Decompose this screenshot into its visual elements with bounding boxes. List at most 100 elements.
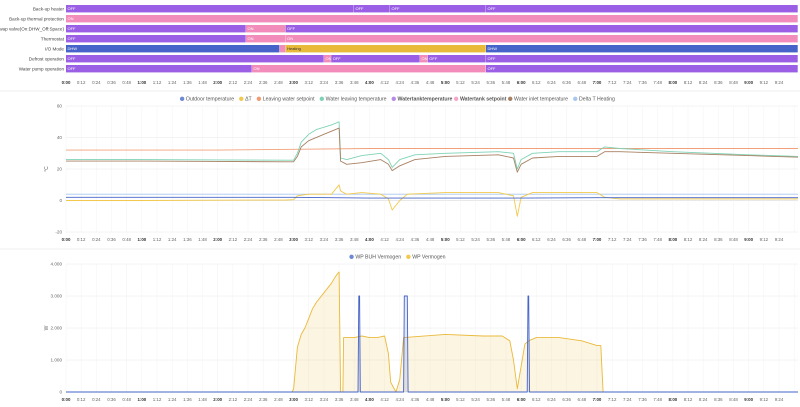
- y-tick-label: 1.000: [51, 358, 63, 363]
- legend-item-delta-t-heating[interactable]: Delta T Heating: [579, 97, 615, 103]
- timeline-segment-on[interactable]: [420, 55, 428, 63]
- y-tick-label: 60: [57, 104, 63, 109]
- timeline-segment-dhw[interactable]: [486, 45, 798, 53]
- legend-item-watertanktemperature[interactable]: Watertanktemperature: [398, 97, 453, 103]
- y-tick-label: 2.000: [51, 326, 63, 331]
- timeline-segment-label: OFF: [392, 6, 401, 11]
- legend-swatch-wp-buh-vermogen[interactable]: [349, 254, 354, 259]
- timeline-segment-off[interactable]: [66, 25, 246, 33]
- timeline-segment-off[interactable]: [427, 55, 486, 63]
- timeline-segment-on[interactable]: [324, 55, 331, 63]
- timeline-segment-on[interactable]: [246, 25, 286, 33]
- time-tick-label: 3:48: [350, 80, 359, 85]
- legend-swatch-wp-vermogen[interactable]: [406, 254, 411, 259]
- timeline-segment-label: ON: [287, 36, 293, 41]
- timeline-segment-dhw[interactable]: [66, 45, 280, 53]
- legend-item-watertank-setpoint[interactable]: Watertank setpoint: [460, 97, 507, 103]
- time-tick-label: 7:12: [608, 237, 617, 242]
- timeline-segment-off[interactable]: [486, 5, 798, 13]
- timeline-segment-off[interactable]: [66, 65, 252, 73]
- legend-swatch-t[interactable]: [239, 96, 244, 101]
- power-chart-card: WP BUH Vermogen WP Vermogen 4.000 3.000 2.00…: [0, 250, 800, 407]
- series-line-water-leaving-temperature[interactable]: [66, 121, 799, 170]
- legend-item-outdoor-temperature[interactable]: Outdoor temperature: [186, 97, 234, 103]
- time-tick-label: 0:36: [107, 397, 116, 402]
- timeline-segment-label: ON: [248, 26, 254, 31]
- series-line-water-inlet-temperature[interactable]: [66, 127, 799, 173]
- temperature-chart: Outdoor temperature ΔT Leaving water setpo…: [44, 96, 799, 242]
- series-line-wp-buh-vermogen[interactable]: [66, 295, 798, 393]
- series-line-outdoor-temperature[interactable]: [66, 196, 798, 199]
- legend-swatch-delta-t-heating[interactable]: [573, 96, 578, 101]
- time-tick-label: 1:36: [183, 80, 192, 85]
- timeline-segment-on[interactable]: [246, 35, 286, 43]
- time-tick-label: 0:36: [107, 237, 116, 242]
- time-tick-label: 6:36: [562, 397, 571, 402]
- timeline-segment-label: ON: [248, 36, 254, 41]
- timeline-row-label: Back-up thermal protection: [9, 16, 64, 21]
- time-tick-label: 6:24: [547, 397, 556, 402]
- timeline-segment-label: DHW: [68, 46, 78, 51]
- time-tick-label: 0:24: [92, 397, 101, 402]
- time-tick-label: 7:24: [623, 397, 632, 402]
- time-tick-label: 5:24: [471, 397, 480, 402]
- legend-swatch-leaving-water-setpoint[interactable]: [256, 96, 262, 101]
- time-tick-label: 4:36: [411, 397, 420, 402]
- time-tick-label: 7:00: [593, 80, 602, 85]
- legend-swatch-water-inlet-temperature[interactable]: [508, 96, 513, 101]
- timeline-segment-on[interactable]: [66, 15, 798, 23]
- legend-item-t[interactable]: ΔT: [245, 97, 252, 103]
- timeline-segment-off[interactable]: [486, 65, 798, 73]
- legend-swatch-watertanktemperature[interactable]: [391, 96, 396, 101]
- state-timeline-card: Back-up heater OFF OFF OFF OFF Back-up therma…: [0, 0, 800, 90]
- time-tick-label: 8:12: [684, 237, 693, 242]
- timeline-segment-label: OFF: [333, 56, 342, 61]
- timeline-segment-heating[interactable]: [285, 45, 486, 53]
- time-tick-label: 4:24: [395, 80, 404, 85]
- timeline-segment-off[interactable]: [66, 5, 354, 13]
- time-tick-label: 5:24: [471, 80, 480, 85]
- time-tick-label: 6:48: [578, 397, 587, 402]
- legend-item-leaving-water-setpoint[interactable]: Leaving water setpoint: [263, 97, 315, 103]
- y-axis-unit: °C: [44, 166, 50, 172]
- timeline-segment-label: OFF: [68, 66, 77, 71]
- time-tick-label: 6:24: [547, 80, 556, 85]
- time-tick-label: 3:00: [289, 237, 298, 242]
- time-tick-label: 5:00: [441, 397, 450, 402]
- timeline-segment-off[interactable]: [66, 55, 324, 63]
- legend-item-wp-vermogen[interactable]: WP Vermogen: [412, 255, 445, 261]
- legend-item-wp-buh-vermogen[interactable]: WP BUH Vermogen: [355, 255, 401, 261]
- series-line-leaving-water-setpoint[interactable]: [66, 148, 798, 151]
- time-tick-label: 8:48: [729, 80, 738, 85]
- time-tick-label: 0:36: [107, 80, 116, 85]
- series-line-t[interactable]: [66, 184, 798, 217]
- time-tick-label: 7:48: [653, 80, 662, 85]
- time-tick-label: 2:00: [213, 237, 222, 242]
- timeline-segment-label: OFF: [68, 56, 77, 61]
- legend-item-water-inlet-temperature[interactable]: Water inlet temperature: [514, 97, 568, 103]
- time-tick-label: 6:36: [562, 80, 571, 85]
- time-tick-label: 2:12: [229, 397, 238, 402]
- y-tick-label: 0: [59, 390, 62, 395]
- timeline-segment-off[interactable]: [66, 35, 246, 43]
- timeline-segment-off[interactable]: [285, 25, 798, 33]
- timeline-segment-off[interactable]: [486, 55, 798, 63]
- legend-swatch-outdoor-temperature[interactable]: [179, 96, 185, 101]
- timeline-segment-label: ON: [68, 16, 74, 21]
- timeline-segment-on[interactable]: [279, 45, 286, 53]
- timeline-segment-off[interactable]: [390, 5, 486, 13]
- legend-swatch-water-leaving-temperature[interactable]: [319, 96, 325, 101]
- timeline-segment-on[interactable]: [285, 35, 798, 43]
- time-tick-label: 0:00: [62, 237, 71, 242]
- y-tick-label: 4.000: [51, 262, 63, 267]
- timeline-segment-on[interactable]: [252, 65, 486, 73]
- timeline-segment-label: ON: [422, 56, 428, 61]
- timeline-segment-off[interactable]: [354, 5, 390, 13]
- timeline-segment-label: OFF: [488, 66, 497, 71]
- time-tick-label: 1:24: [168, 80, 177, 85]
- time-tick-label: 9:00: [744, 237, 753, 242]
- timeline-segment-off[interactable]: [331, 55, 420, 63]
- legend-item-water-leaving-temperature[interactable]: Water leaving temperature: [326, 97, 387, 103]
- legend-swatch-watertank-setpoint[interactable]: [453, 96, 459, 101]
